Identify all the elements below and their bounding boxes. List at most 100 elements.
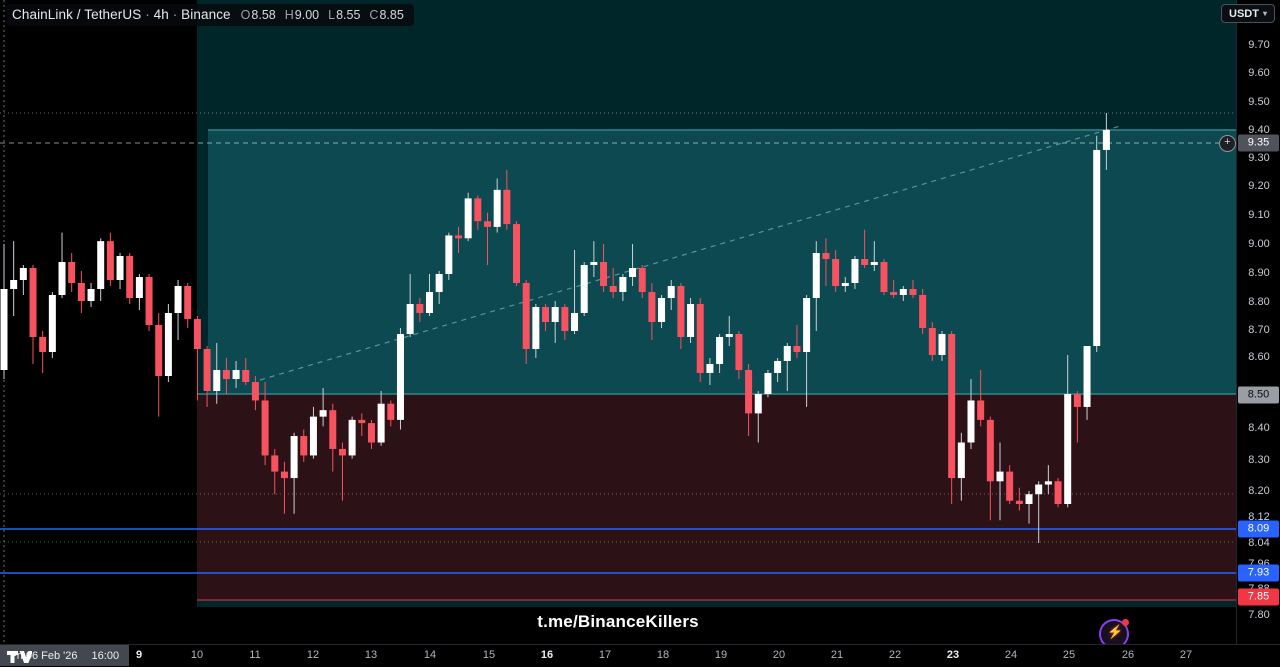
time-tick: 19 — [714, 649, 728, 661]
time-tick: 16 — [540, 649, 554, 661]
candle — [822, 253, 830, 259]
candle — [251, 382, 259, 401]
candle — [716, 337, 724, 364]
candle — [454, 235, 462, 239]
symbol-legend[interactable]: ChainLink / TetherUS · 4h · Binance O8.5… — [6, 4, 414, 26]
candle — [1064, 394, 1072, 504]
candle — [551, 307, 559, 322]
candle — [571, 313, 579, 331]
candle — [522, 283, 530, 349]
candle — [493, 189, 501, 227]
price-tick: 9.40 — [1248, 124, 1270, 136]
candle — [986, 419, 994, 482]
candle — [532, 307, 540, 349]
candle — [48, 295, 56, 352]
candle — [97, 241, 105, 289]
candle — [106, 241, 114, 280]
price-tick: 9.20 — [1248, 180, 1270, 192]
candle — [435, 274, 443, 292]
candle — [377, 403, 385, 443]
time-tick: 14 — [423, 649, 437, 661]
add-alert-plus-icon[interactable]: + — [1219, 135, 1236, 152]
price-tick: 8.04 — [1248, 537, 1270, 549]
candle — [909, 289, 917, 295]
blue-line-label-1[interactable]: 8.09 — [1238, 520, 1279, 538]
candle — [1035, 484, 1043, 495]
time-tick: 26 — [1121, 649, 1135, 661]
candle — [164, 313, 172, 376]
candle — [513, 224, 521, 283]
price-tick: 9.70 — [1248, 39, 1270, 51]
price-axis[interactable]: 9.70 9.60 9.50 9.40 9.30 9.20 9.10 9.00 8.90 8.80… — [1236, 0, 1280, 644]
candle — [977, 400, 985, 420]
candle — [464, 198, 472, 239]
time-axis[interactable]: Fri 06 Feb '26 16:00 ◎ 91011121314151617… — [0, 644, 1280, 667]
currency-dropdown-button[interactable]: USDT ▾ — [1221, 4, 1275, 23]
candle — [957, 442, 965, 479]
time-tick: 21 — [830, 649, 844, 661]
price-tick: 8.12 — [1248, 511, 1270, 523]
candle — [1025, 494, 1033, 504]
candle — [928, 328, 936, 355]
price-tick: 8.20 — [1248, 485, 1270, 497]
exchange-label[interactable]: Binance — [181, 7, 231, 22]
time-tick: 17 — [598, 649, 612, 661]
candle — [348, 419, 356, 456]
candle — [396, 334, 404, 420]
price-tick: 8.60 — [1248, 351, 1270, 363]
price-tick: 9.30 — [1248, 152, 1270, 164]
candle — [919, 295, 927, 328]
candle — [242, 370, 250, 382]
symbol-title[interactable]: ChainLink / TetherUS · 4h · Binance — [12, 7, 231, 22]
time-tick: 12 — [306, 649, 320, 661]
candle — [706, 364, 714, 373]
candle — [280, 471, 288, 479]
high-value: 9.00 — [294, 7, 320, 22]
candle — [300, 436, 308, 456]
blue-line-label-2[interactable]: 7.93 — [1238, 564, 1279, 582]
zone-boundary-label[interactable]: 8.50 — [1238, 386, 1279, 404]
candle — [870, 262, 878, 265]
price-tick: 7.80 — [1248, 609, 1270, 621]
candle — [445, 235, 453, 274]
candles-layer — [0, 113, 1110, 543]
candle — [793, 346, 801, 352]
time-tick: 24 — [1004, 649, 1018, 661]
interval-label[interactable]: 4h — [153, 7, 169, 22]
time-tick: 20 — [772, 649, 786, 661]
candle — [948, 334, 956, 479]
candle — [600, 262, 608, 286]
time-tick: 27 — [1179, 649, 1193, 661]
candle — [203, 349, 211, 391]
candle — [425, 292, 433, 313]
candle — [996, 471, 1004, 482]
candle — [39, 337, 47, 352]
candle — [609, 286, 617, 292]
candle — [1044, 481, 1052, 485]
candle — [667, 286, 675, 298]
candle — [764, 373, 772, 394]
red-line-label[interactable]: 7.85 — [1238, 588, 1279, 606]
candle — [29, 268, 37, 337]
candle — [1083, 346, 1091, 407]
candle — [406, 304, 414, 334]
candle — [87, 289, 95, 301]
chart-canvas[interactable] — [0, 0, 1236, 644]
crosshair-price-label[interactable]: 9.35 — [1238, 134, 1279, 152]
candle — [783, 346, 791, 361]
tradingview-logo[interactable] — [6, 650, 32, 664]
time-tick: 15 — [482, 649, 496, 661]
close-value: 8.85 — [379, 7, 404, 22]
candle — [812, 253, 820, 298]
candle — [725, 334, 733, 337]
candle — [155, 325, 163, 376]
candle — [1102, 130, 1110, 150]
candle — [193, 319, 201, 349]
chart-area[interactable]: t.me/BinanceKillers + ⚡ — [0, 0, 1236, 649]
candle — [648, 292, 656, 322]
candle — [145, 277, 153, 325]
price-tick: 8.70 — [1248, 324, 1270, 336]
symbol-name[interactable]: ChainLink / TetherUS — [12, 7, 142, 22]
candle — [184, 286, 192, 319]
candle — [754, 394, 762, 414]
